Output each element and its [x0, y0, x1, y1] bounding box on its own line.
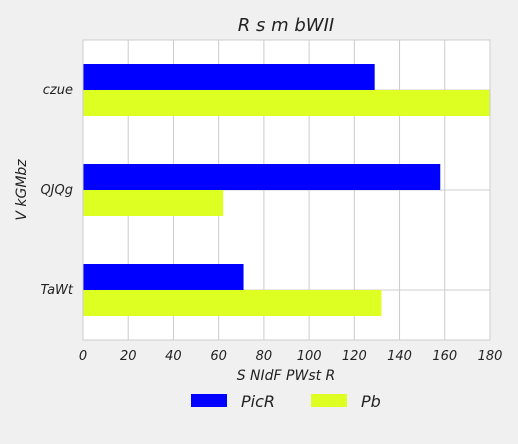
x-axis-label: S NIdF PWst R: [237, 368, 336, 384]
chart-title: R s m bWII: [238, 15, 334, 36]
x-tick-120: 120: [342, 349, 367, 364]
bar-picr-qjqg: [83, 164, 441, 190]
plot-area: 0 20 40 60 80 100 120 140 160 180 czue QJQg TaWt: [40, 39, 503, 364]
y-tick-labels: czue QJQg TaWt: [40, 83, 73, 298]
y-tick-czue: czue: [43, 83, 73, 98]
legend: PicR Pb: [191, 392, 381, 411]
y-axis-label: V kGMbz: [14, 159, 30, 221]
bar-pb-czue: [83, 90, 490, 116]
x-tick-20: 20: [120, 349, 137, 364]
bar-picr-czue: [83, 64, 375, 90]
x-tick-0: 0: [79, 349, 87, 364]
x-tick-80: 80: [256, 349, 273, 364]
x-tick-140: 140: [387, 349, 412, 364]
x-tick-100: 100: [297, 349, 322, 364]
legend-swatch-picr: [191, 394, 227, 407]
plot-frame: [82, 39, 491, 341]
y-tick-qjqg: QJQg: [40, 183, 73, 198]
x-tick-180: 180: [478, 349, 503, 364]
bar-pb-qjqg: [83, 190, 224, 216]
x-tick-160: 160: [432, 349, 457, 364]
legend-label-picr: PicR: [241, 392, 275, 411]
bars: [83, 64, 490, 316]
x-tick-labels: 0 20 40 60 80 100 120 140 160 180: [79, 349, 503, 364]
bar-picr-tawt: [83, 264, 244, 290]
x-tick-60: 60: [210, 349, 227, 364]
legend-swatch-pb: [311, 394, 347, 407]
x-tick-40: 40: [165, 349, 182, 364]
legend-label-pb: Pb: [361, 392, 381, 411]
bar-pb-tawt: [83, 290, 382, 316]
y-tick-tawt: TaWt: [41, 283, 74, 298]
